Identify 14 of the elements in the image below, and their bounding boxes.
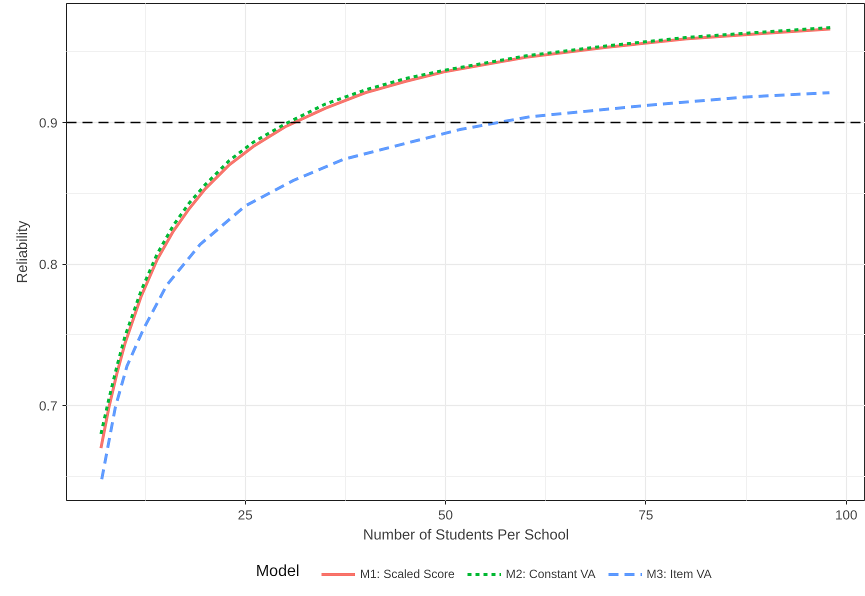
x-tick-label: 100 xyxy=(835,508,858,522)
legend-label: M1: Scaled Score xyxy=(360,567,455,581)
x-axis-title: Number of Students Per School xyxy=(362,528,570,544)
legend-label: M3: Item VA xyxy=(646,567,712,581)
y-tick-label: 0.8 xyxy=(38,257,58,272)
legend-title: Model xyxy=(256,563,300,580)
x-tick-label: 75 xyxy=(638,508,654,522)
y-axis-title: Reliability xyxy=(14,220,31,284)
y-tick-label: 0.7 xyxy=(38,398,58,414)
x-tick-label: 25 xyxy=(238,508,253,522)
x-tick-label: 50 xyxy=(438,508,453,522)
legend-label: M2: Constant VA xyxy=(506,567,596,581)
y-tick-label: 0.9 xyxy=(38,115,58,130)
line-series xyxy=(100,91,831,481)
